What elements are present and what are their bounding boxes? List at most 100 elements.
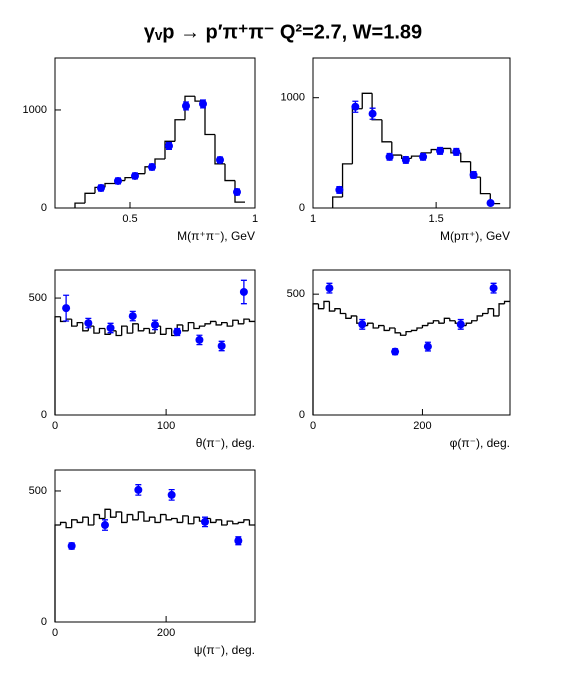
histogram-bin (165, 327, 172, 335)
histogram-bin (174, 119, 185, 142)
histogram-bin (226, 322, 233, 327)
data-point (469, 170, 478, 179)
histogram-bin (351, 108, 363, 164)
histogram-bin (115, 511, 122, 518)
histogram-bin (476, 315, 483, 321)
histogram-bin (339, 308, 346, 315)
histogram-bin (243, 318, 250, 324)
histogram-bin (460, 152, 471, 163)
y-tick-label: 1000 (281, 92, 305, 104)
data-point (199, 99, 207, 108)
y-tick-label: 1000 (23, 104, 47, 116)
histogram-bin (243, 519, 250, 523)
histogram-bin (449, 318, 456, 322)
histogram-bin (394, 328, 401, 334)
histogram-bin (132, 323, 139, 334)
histogram-bin (98, 327, 105, 334)
histogram-bin (372, 323, 379, 329)
x-axis-label: θ(π⁻), deg. (196, 436, 255, 450)
data-point (358, 320, 367, 329)
histogram-bin (224, 163, 235, 182)
histogram-bin (104, 508, 111, 519)
histogram-bin (367, 322, 374, 326)
histogram-bin (143, 327, 150, 331)
histogram-bin (226, 520, 233, 526)
data-point (114, 176, 122, 185)
data-point (128, 312, 137, 321)
histogram-bin (204, 323, 211, 327)
histogram-bin (317, 303, 324, 310)
histogram-bin (378, 324, 385, 328)
data-point (131, 171, 139, 180)
histogram-bin (165, 514, 172, 521)
histogram-bin (410, 155, 422, 159)
data-point (201, 517, 209, 526)
histogram-bin (132, 514, 139, 521)
histogram-bin (391, 141, 402, 156)
histogram-bin (328, 301, 335, 312)
histogram-bin (204, 101, 215, 136)
histogram-bin (193, 516, 200, 524)
data-point (368, 109, 377, 118)
histogram-bin (248, 319, 255, 323)
histogram-bin (443, 317, 450, 324)
histogram-bin (350, 315, 357, 319)
data-point (419, 152, 428, 161)
data-point (216, 155, 224, 164)
histogram-bin (93, 513, 100, 526)
histogram-bin (154, 517, 161, 524)
data-point (325, 284, 334, 293)
x-axis-label: φ(π⁻), deg. (450, 436, 510, 450)
histogram-bin (383, 325, 390, 332)
x-tick-label: 100 (157, 420, 175, 432)
data-point (456, 320, 465, 329)
histogram-bin (237, 521, 244, 524)
data-point (391, 347, 400, 356)
histogram-bin (410, 329, 417, 332)
data-point (217, 342, 226, 351)
histogram-bin (209, 518, 217, 524)
data-point (67, 542, 76, 550)
data-point (233, 188, 241, 197)
y-tick-label: 0 (41, 409, 47, 421)
histogram-bin (182, 515, 189, 523)
x-tick-label: 200 (413, 420, 431, 432)
histogram-bin (479, 177, 491, 195)
data-point (436, 146, 445, 155)
histogram-bin (345, 313, 352, 319)
histogram-bin (87, 517, 94, 526)
histogram-bin (421, 324, 428, 328)
x-tick-label: 1.5 (428, 213, 443, 225)
histogram-bin (503, 300, 510, 304)
histogram-bin (71, 519, 78, 528)
histogram-bin (232, 319, 239, 327)
histogram-bin (332, 196, 343, 208)
histogram-bin (137, 323, 144, 332)
histogram-bin (65, 522, 72, 529)
histogram-bin (481, 312, 489, 316)
histogram-bin (71, 319, 78, 327)
figure-title: γᵥp → p′π⁺π⁻ Q²=2.7, W=1.89 (144, 21, 422, 43)
histogram-bin (214, 134, 225, 165)
data-point (489, 284, 498, 293)
histogram-bin (432, 320, 439, 324)
histogram-bin (388, 327, 396, 331)
data-point (401, 155, 410, 164)
histogram-bin (84, 192, 95, 204)
histogram-bin (121, 511, 128, 524)
data-point (101, 521, 109, 530)
histogram-bin (176, 518, 183, 524)
x-axis-label: M(π⁺π⁻), GeV (177, 229, 255, 243)
plot-frame (54, 57, 256, 209)
y-tick-label: 500 (287, 288, 305, 300)
histogram-bin (498, 303, 505, 316)
histogram-bin (82, 516, 89, 523)
y-tick-label: 0 (41, 616, 47, 628)
histogram-bin (143, 511, 150, 522)
histogram-bin (54, 524, 61, 622)
plot-frame (54, 269, 256, 416)
histogram-bin (209, 320, 217, 324)
histogram-bin (221, 519, 228, 526)
histogram-bin (93, 326, 100, 334)
